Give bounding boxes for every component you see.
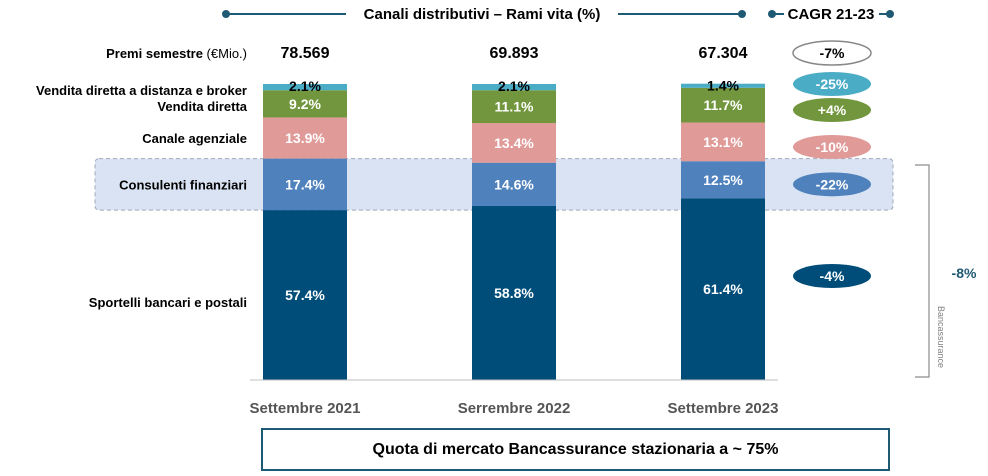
bancassurance-cagr: -8% [952,265,977,281]
series-cagr-ellipse [793,172,871,197]
bar-value-label: 12.5% [703,172,743,188]
chart-title: Canali distributivi – Rami vita (%) [364,6,601,23]
bancassurance-bracket [915,164,930,378]
bar-value-label: 61.4% [703,281,743,297]
total-cagr-value: -7% [820,45,845,61]
total-value: 78.569 [281,45,330,62]
series-label: Canale agenziale [142,131,247,146]
bar-value-label: 58.8% [494,285,534,301]
bar-value-label: 1.4% [707,78,739,94]
series-label: Consulenti finanziari [119,177,247,192]
series-cagr-ellipse [793,98,871,122]
bar-value-label: 13.9% [285,130,325,146]
bar-segment [263,84,347,91]
premi-label-unit: (€Mio.) [203,46,247,61]
series-label: Sportelli bancari e postali [89,295,247,310]
category-label: Settembre 2023 [668,400,779,417]
category-label: Serrembre 2022 [458,400,571,417]
bar-value-label: 13.4% [494,135,534,151]
series-label: Vendita diretta a distanza e broker [36,83,247,98]
series-cagr-value: -25% [816,76,849,92]
title-dot-right [738,10,746,18]
bar-value-label: 13.1% [703,134,743,150]
total-value: 69.893 [490,45,539,62]
bar-segment [681,161,765,199]
bar-value-label: 57.4% [285,287,325,303]
category-label: Settembre 2021 [250,400,361,417]
title-dot-left [222,10,230,18]
total-cagr-ellipse [792,40,872,66]
bar-segment [263,117,347,159]
series-cagr-value: -22% [816,176,849,192]
bar-segment [263,158,347,211]
series-cagr-ellipse [793,135,871,159]
total-value: 67.304 [699,45,748,62]
bar-segment [472,205,556,380]
bar-segment [263,210,347,380]
series-cagr-value: -10% [816,139,849,155]
series-cagr-ellipse [793,264,871,288]
bar-segment [681,83,765,88]
bar-value-label: 9.2% [289,96,321,112]
footer-box: Quota di mercato Bancassurance stazionar… [261,428,890,471]
cagr-header: CAGR 21-23 [788,6,875,23]
series-cagr-value: +4% [818,102,847,118]
bar-segment [263,90,347,118]
series-label: Vendita diretta [157,99,247,114]
bar-value-label: 17.4% [285,176,325,192]
bar-segment [681,198,765,380]
bar-segment [472,162,556,206]
bar-value-label: 14.6% [494,176,534,192]
bar-segment [681,87,765,123]
series-cagr-ellipse [793,72,871,96]
bar-segment [472,90,556,124]
bar-segment [681,122,765,162]
bar-value-label: 11.1% [495,99,534,115]
footer-text: Quota di mercato Bancassurance stazionar… [372,440,779,458]
bancassurance-label: Bancassurance [936,306,946,368]
cagr-dot-right [886,10,894,18]
premi-label: Premi semestre (€Mio.) [106,46,247,61]
bar-value-label: 2.1% [289,78,321,94]
series-cagr-value: -4% [820,268,845,284]
bar-segment [472,123,556,163]
bar-value-label: 11.7% [704,97,743,113]
bar-value-label: 2.1% [498,78,530,94]
bar-segment [472,84,556,91]
premi-label-bold: Premi semestre [106,46,203,61]
